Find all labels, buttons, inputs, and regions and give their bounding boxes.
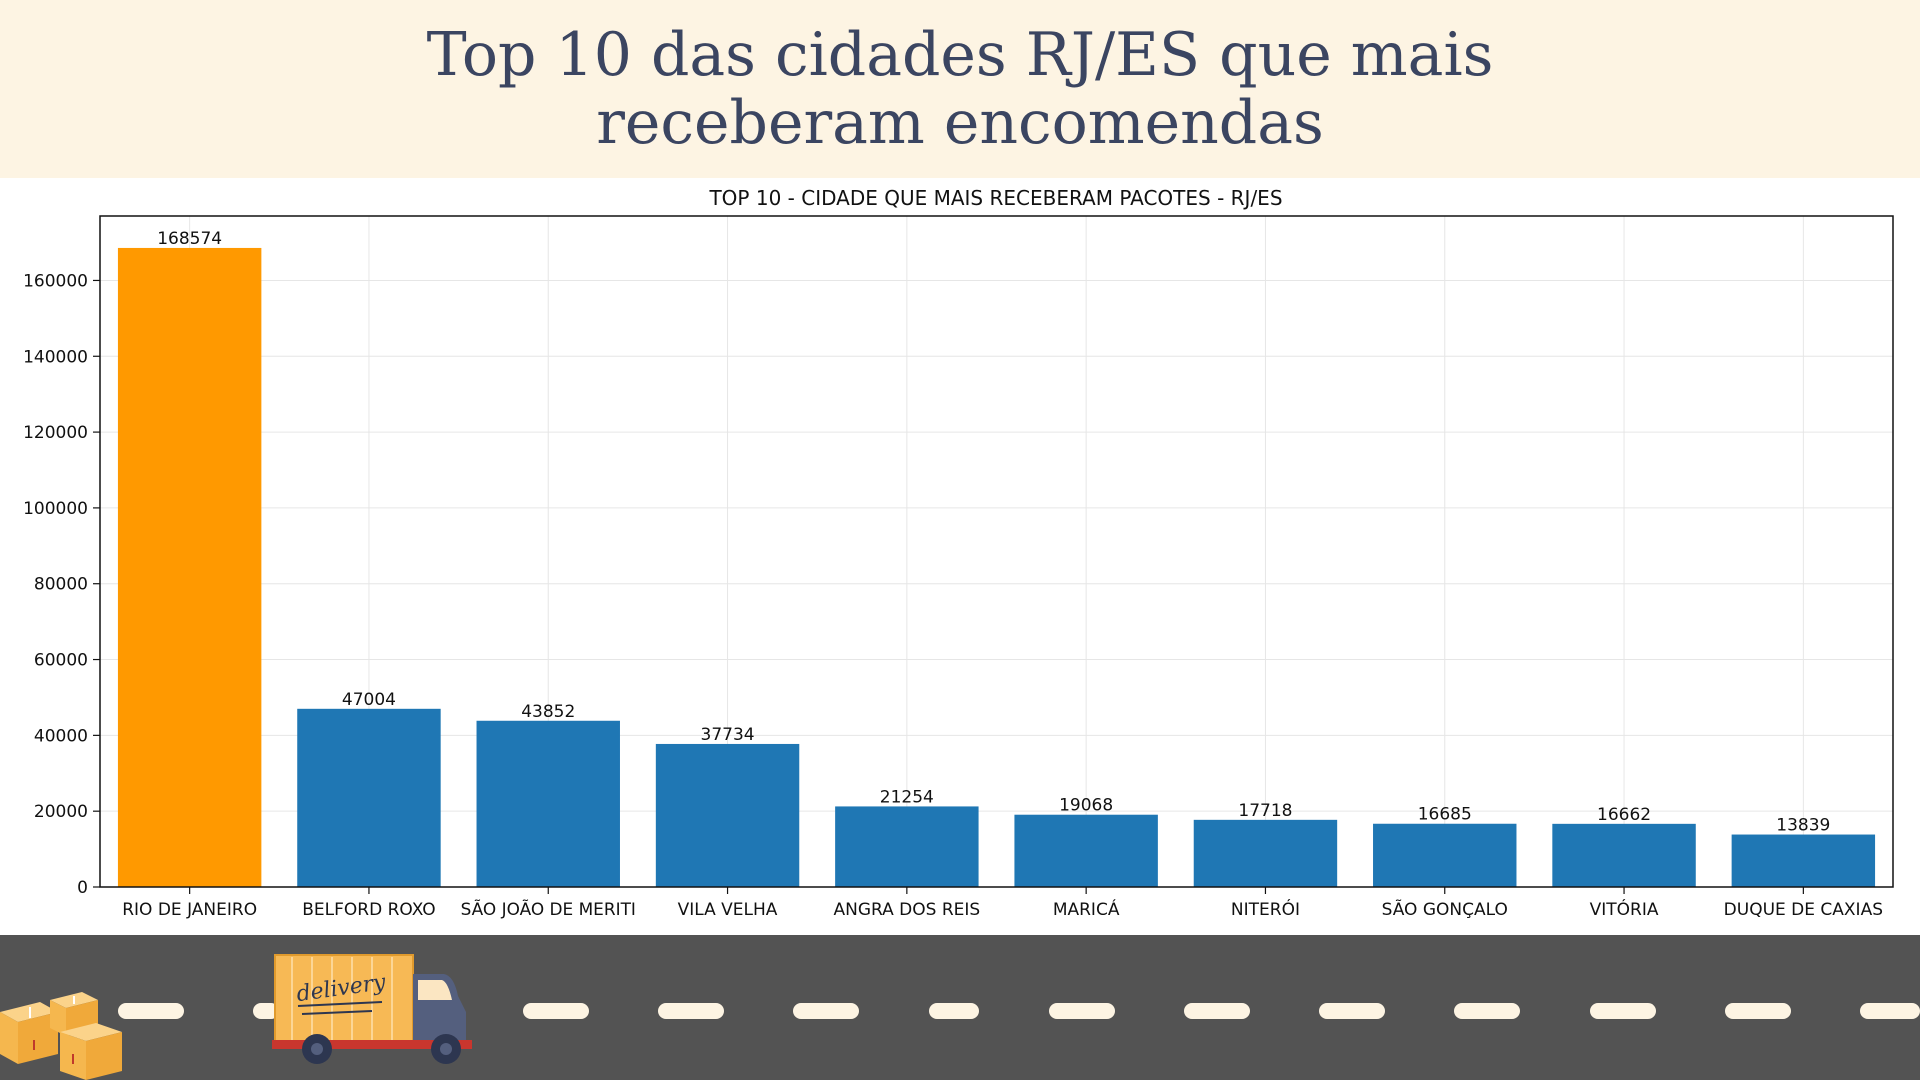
- x-tick-label: BELFORD ROXO: [302, 900, 435, 920]
- road-dash: [1590, 1003, 1656, 1019]
- road-dash: [523, 1003, 589, 1019]
- chart-title: TOP 10 - CIDADE QUE MAIS RECEBERAM PACOT…: [708, 186, 1282, 210]
- x-tick-label: RIO DE JANEIRO: [122, 900, 257, 920]
- x-tick-label: ANGRA DOS REIS: [833, 900, 980, 920]
- y-tick-label: 40000: [34, 726, 88, 746]
- bar-value-label: 16662: [1597, 805, 1651, 825]
- axes: 0 20000 40000 60000 80000 100000 120000 140000 1…: [23, 271, 1883, 920]
- road-illustration: delivery: [0, 935, 1920, 1080]
- bars: [117, 247, 1876, 887]
- y-tick-label: 80000: [34, 575, 88, 595]
- road-dash: [929, 1003, 979, 1019]
- bar-value-label: 37734: [701, 725, 755, 745]
- bar-9: [1552, 823, 1696, 887]
- bar-chart: TOP 10 - CIDADE QUE MAIS RECEBERAM PACOT…: [0, 178, 1920, 935]
- bar-7: [1193, 819, 1338, 887]
- bar-10: [1731, 834, 1876, 887]
- road-dash: [1454, 1003, 1520, 1019]
- value-labels: 168574 47004 43852 37734 21254 19068 17718 1668…: [157, 229, 1830, 836]
- x-tick-label: MARICÁ: [1053, 898, 1120, 920]
- y-tick-label: 0: [77, 878, 88, 898]
- bar-value-label: 13839: [1776, 816, 1830, 836]
- cardboard-boxes-icon: [0, 992, 122, 1080]
- bar-value-label: 21254: [880, 787, 934, 807]
- bar-1: [117, 247, 262, 887]
- y-tick-label: 140000: [23, 347, 88, 367]
- y-tick-label: 20000: [34, 802, 88, 822]
- slide-title: Top 10 das cidades RJ/ES que mais recebe…: [426, 20, 1494, 158]
- bar-8: [1373, 823, 1517, 887]
- bar-value-label: 47004: [342, 690, 396, 710]
- chart-svg: TOP 10 - CIDADE QUE MAIS RECEBERAM PACOT…: [23, 186, 1894, 920]
- bar-4: [655, 743, 800, 887]
- road-dash: [1319, 1003, 1385, 1019]
- bar-2: [297, 708, 441, 887]
- bar-value-label: 17718: [1238, 801, 1292, 821]
- road-dash: [118, 1003, 184, 1019]
- road-dash: [1860, 1003, 1920, 1019]
- bar-value-label: 19068: [1059, 796, 1113, 816]
- x-tick-label: NITERÓI: [1231, 898, 1300, 920]
- bar-value-label: 43852: [521, 702, 575, 722]
- road-dash: [658, 1003, 724, 1019]
- road-dash: [1725, 1003, 1791, 1019]
- y-tick-label: 160000: [23, 271, 88, 291]
- x-tick-label: SÃO JOÃO DE MERITI: [461, 898, 636, 920]
- road-dash: [793, 1003, 859, 1019]
- x-tick-label: DUQUE DE CAXIAS: [1724, 900, 1883, 920]
- y-tick-label: 120000: [23, 423, 88, 443]
- y-tick-label: 60000: [34, 651, 88, 671]
- bar-3: [476, 720, 620, 887]
- plot-frame: [99, 215, 1894, 888]
- grid-lines: [100, 216, 1893, 888]
- x-tick-label: VILA VELHA: [678, 900, 778, 920]
- road-dash: [1049, 1003, 1115, 1019]
- bar-value-label: 16685: [1418, 805, 1472, 825]
- delivery-truck-icon: delivery: [272, 954, 472, 1064]
- road-dash: [1184, 1003, 1250, 1019]
- bar-6: [1014, 814, 1158, 887]
- slide-header: Top 10 das cidades RJ/ES que mais recebe…: [0, 0, 1920, 178]
- bar-value-label: 168574: [157, 229, 222, 249]
- x-tick-label: VITÓRIA: [1590, 898, 1659, 920]
- road-dash: [253, 1003, 279, 1019]
- y-tick-label: 100000: [23, 499, 88, 519]
- bar-5: [835, 806, 979, 887]
- x-tick-label: SÃO GONÇALO: [1382, 898, 1508, 920]
